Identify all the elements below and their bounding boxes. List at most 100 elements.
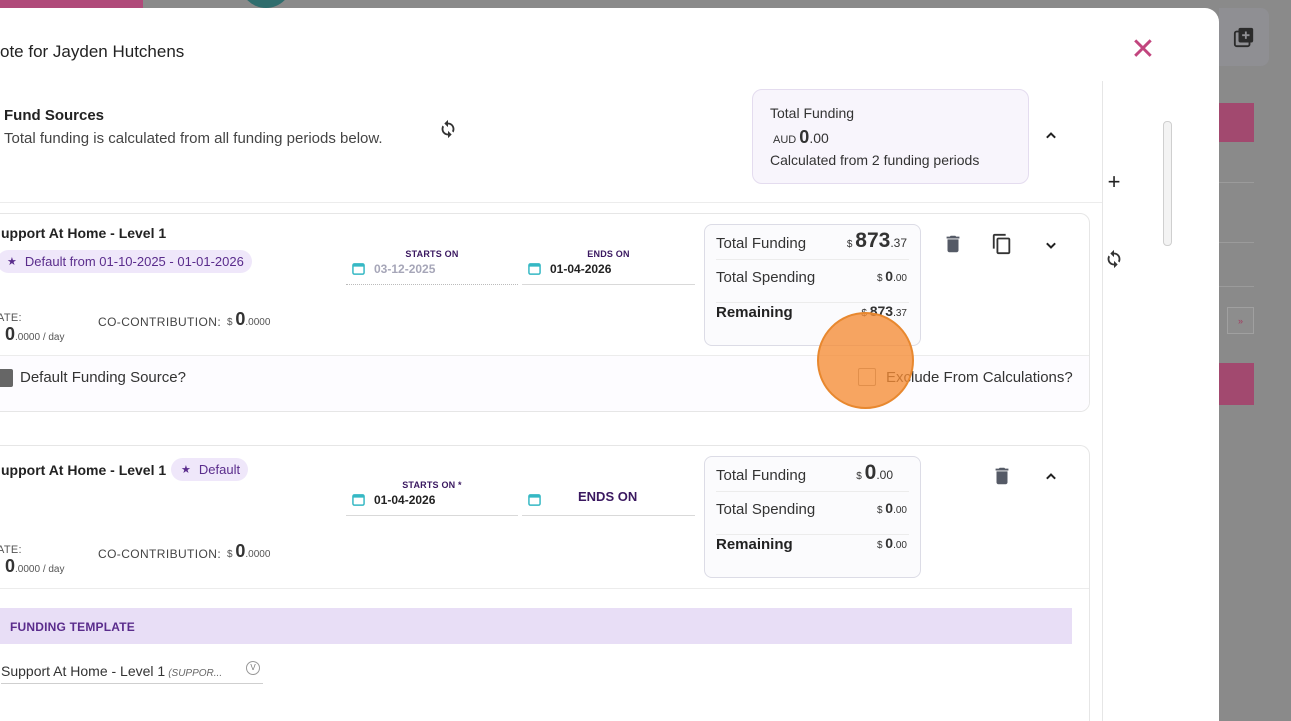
rate-value-dec: .0000 / day: [15, 564, 65, 575]
currency-symbol: $: [856, 471, 862, 482]
amount-dec: .00: [893, 273, 907, 284]
scrollbar[interactable]: [1163, 121, 1172, 246]
delete-icon[interactable]: [991, 465, 1013, 487]
modal-title: ote for Jayden Hutchens: [0, 42, 185, 61]
funding-template-header: FUNDING TEMPLATE: [0, 608, 1072, 644]
background-secondary-button: [1219, 363, 1254, 405]
period-name: upport At Home - Level 1: [1, 225, 167, 241]
rate-value-dec: .0000 / day: [15, 332, 65, 343]
remaining-value: $ 873.37: [861, 303, 907, 319]
cocontribution-whole: 0: [235, 309, 246, 329]
remaining-row: Remaining $ 0.00: [716, 535, 909, 570]
cocontribution-whole: 0: [235, 541, 246, 561]
period-totals: Total Funding $ 0.00 Total Spending $ 0.…: [704, 456, 921, 578]
funding-modal: ote for Jayden Hutchens ✕ Fund Sources T…: [0, 8, 1219, 721]
cocontribution-value: $ 0.0000: [227, 309, 270, 330]
calendar-icon: [528, 494, 541, 506]
total-spending-label: Total Spending: [716, 269, 816, 286]
total-funding-row: Total Funding $ 873.37: [716, 225, 909, 260]
amount-dec: .37: [893, 308, 907, 319]
calendar-icon: [352, 263, 365, 275]
amount-whole: 0: [885, 268, 894, 284]
add-period-button[interactable]: +: [1107, 169, 1121, 194]
cocontribution-dec: .0000: [245, 317, 271, 328]
modal-content: Fund Sources Total funding is calculated…: [0, 81, 1103, 721]
background-primary-button: [1219, 103, 1254, 142]
amount-dec: .37: [890, 236, 907, 250]
calendar-icon: [528, 263, 541, 275]
card-divider: [0, 588, 1089, 589]
period-options: Default Funding Source? Exclude From Cal…: [0, 355, 1089, 411]
ends-on-label: ENDS ON: [587, 249, 630, 259]
ends-on-value: 01-04-2026: [550, 262, 612, 276]
currency-symbol: $: [876, 540, 883, 551]
recalculate-icon[interactable]: [437, 118, 459, 140]
starts-on-field[interactable]: STARTS ON * 01-04-2026: [346, 480, 518, 516]
copy-icon[interactable]: [991, 233, 1013, 255]
star-icon: ★: [7, 256, 17, 268]
period-totals: Total Funding $ 873.37 Total Spending $ …: [704, 224, 921, 346]
ends-on-field[interactable]: ENDS ON 01-04-2026: [522, 249, 695, 285]
background-banner: [0, 0, 143, 8]
currency-symbol: $: [876, 505, 883, 516]
cocontribution-currency: $: [227, 549, 233, 560]
exclude-calculations-checkbox[interactable]: [858, 368, 876, 386]
amount-whole: 873: [855, 229, 891, 252]
currency-symbol: $: [846, 239, 853, 250]
dropdown-icon[interactable]: V: [246, 661, 260, 675]
total-spending-row: Total Spending $ 0.00: [716, 268, 909, 303]
amount-dec: .00: [876, 468, 893, 482]
cocontribution-label: CO-CONTRIBUTION:: [98, 547, 222, 561]
period-name: upport At Home - Level 1: [1, 462, 167, 478]
refresh-icon[interactable]: [1103, 248, 1125, 270]
rate-value-whole: 0: [5, 324, 16, 344]
default-source-checkbox[interactable]: [0, 369, 13, 387]
summary-amount-whole: 0: [799, 127, 810, 147]
cocontribution-currency: $: [227, 317, 233, 328]
chevron-up-icon[interactable]: [1041, 126, 1061, 146]
add-box-icon: [1233, 27, 1254, 48]
background-divider: [1219, 286, 1254, 287]
ends-on-field[interactable]: ENDS ON: [522, 480, 695, 516]
starts-on-field[interactable]: STARTS ON 03-12-2025: [346, 249, 518, 285]
chevron-up-icon[interactable]: [1041, 467, 1061, 487]
amount-whole: 873: [869, 303, 894, 319]
remaining-label: Remaining: [716, 304, 793, 321]
delete-icon[interactable]: [942, 233, 964, 255]
fund-sources-subtitle: Total funding is calculated from all fun…: [4, 130, 383, 147]
default-source-label: Default Funding Source?: [20, 369, 186, 386]
amount-whole: 0: [864, 461, 877, 484]
chevron-down-icon[interactable]: [1041, 235, 1061, 255]
total-spending-row: Total Spending $ 0.00: [716, 500, 909, 535]
ends-on-label: ENDS ON: [578, 489, 638, 504]
funding-template-select[interactable]: Support At Home - Level 1 (SUPPOR... V: [1, 659, 263, 684]
starts-on-value: 03-12-2025: [374, 262, 436, 276]
rate-label: ATE:: [0, 312, 22, 324]
default-badge: ★ Default: [171, 458, 249, 481]
background-divider: [1219, 182, 1254, 183]
total-funding-value: $ 0.00: [856, 461, 893, 485]
total-spending-value: $ 0.00: [877, 268, 907, 284]
template-code: (SUPPOR...: [168, 668, 223, 679]
summary-amount: AUD 0.00: [773, 127, 829, 148]
close-button[interactable]: ✕: [1130, 33, 1156, 66]
rate-value: 0.0000 / day: [5, 556, 65, 577]
total-funding-row: Total Funding $ 0.00: [716, 457, 909, 492]
default-badge: ★ Default from 01-10-2025 - 01-01-2026: [0, 250, 252, 273]
star-icon: ★: [181, 464, 191, 476]
default-badge-label: Default from 01-10-2025 - 01-01-2026: [24, 254, 244, 269]
summary-amount-dec: .00: [809, 130, 829, 146]
fund-sources-title: Fund Sources: [4, 107, 105, 124]
amount-dec: .00: [893, 540, 907, 551]
remaining-value: $ 0.00: [877, 535, 907, 551]
starts-on-value: 01-04-2026: [374, 493, 436, 507]
cocontribution-dec: .0000: [245, 549, 271, 560]
currency-symbol: $: [876, 273, 883, 284]
funding-period-card: upport At Home - Level 1 ★ Default START…: [0, 445, 1090, 721]
summary-label: Total Funding: [770, 105, 855, 121]
amount-whole: 0: [885, 535, 894, 551]
header-divider: [0, 202, 1102, 203]
rate-value: 0.0000 / day: [5, 324, 65, 345]
total-funding-label: Total Funding: [716, 235, 807, 252]
starts-on-label: STARTS ON: [405, 249, 459, 259]
